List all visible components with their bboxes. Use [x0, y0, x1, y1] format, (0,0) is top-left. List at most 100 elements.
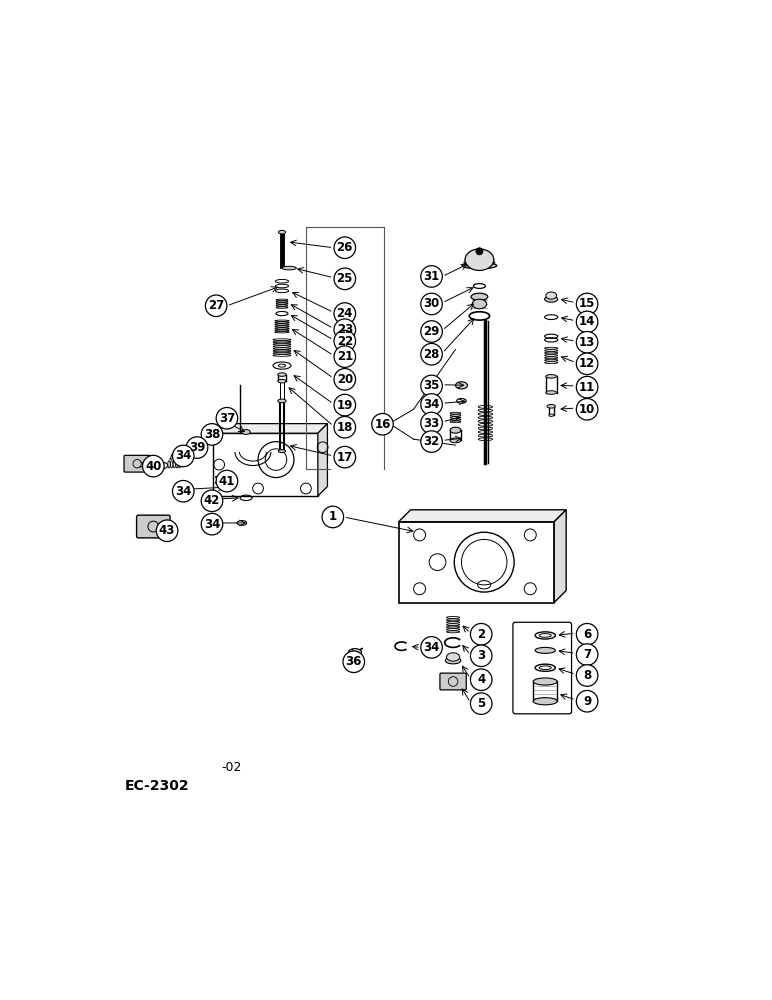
Ellipse shape	[462, 263, 496, 269]
Text: 31: 31	[423, 270, 440, 283]
Ellipse shape	[465, 257, 494, 262]
Text: 23: 23	[337, 323, 353, 336]
Ellipse shape	[446, 653, 459, 661]
Circle shape	[156, 520, 178, 541]
Ellipse shape	[278, 379, 286, 383]
Text: 7: 7	[583, 648, 591, 661]
Text: 21: 21	[337, 350, 353, 363]
Text: 28: 28	[423, 348, 440, 361]
Circle shape	[201, 490, 223, 512]
Polygon shape	[213, 424, 327, 433]
Text: -02: -02	[221, 761, 242, 774]
Circle shape	[470, 693, 492, 714]
Bar	[398, 522, 554, 603]
Text: 3: 3	[477, 649, 486, 662]
Text: 34: 34	[423, 398, 440, 411]
Polygon shape	[318, 424, 327, 496]
Ellipse shape	[278, 399, 286, 403]
Ellipse shape	[546, 391, 557, 394]
Circle shape	[334, 416, 356, 438]
FancyBboxPatch shape	[513, 622, 571, 714]
Text: 1: 1	[329, 510, 337, 523]
Circle shape	[421, 412, 442, 434]
Circle shape	[421, 266, 442, 287]
Circle shape	[334, 330, 356, 352]
Text: 26: 26	[337, 241, 353, 254]
Circle shape	[577, 376, 598, 398]
Ellipse shape	[465, 249, 494, 270]
Text: 18: 18	[337, 421, 353, 434]
Circle shape	[322, 506, 344, 528]
Circle shape	[470, 645, 492, 667]
Text: 32: 32	[423, 435, 440, 448]
Text: 24: 24	[337, 307, 353, 320]
FancyBboxPatch shape	[137, 515, 170, 538]
Circle shape	[476, 248, 483, 255]
Ellipse shape	[445, 657, 461, 664]
Polygon shape	[554, 510, 566, 603]
Ellipse shape	[546, 292, 557, 299]
Circle shape	[172, 445, 194, 467]
Circle shape	[334, 446, 356, 468]
Ellipse shape	[279, 364, 286, 367]
Circle shape	[334, 319, 356, 340]
Ellipse shape	[547, 404, 555, 408]
Circle shape	[216, 407, 238, 429]
Text: 9: 9	[583, 695, 591, 708]
Text: 27: 27	[208, 299, 225, 312]
Circle shape	[470, 623, 492, 645]
Text: 16: 16	[374, 418, 391, 431]
Circle shape	[201, 424, 223, 445]
Circle shape	[577, 331, 598, 353]
Text: 22: 22	[337, 335, 353, 348]
Ellipse shape	[348, 649, 361, 656]
Circle shape	[334, 303, 356, 324]
Circle shape	[334, 394, 356, 416]
Text: 19: 19	[337, 399, 353, 412]
Ellipse shape	[471, 293, 488, 300]
Circle shape	[421, 343, 442, 365]
Circle shape	[334, 369, 356, 390]
Circle shape	[216, 470, 238, 492]
Polygon shape	[398, 510, 566, 522]
Text: 20: 20	[337, 373, 353, 386]
Bar	[213, 433, 318, 496]
Circle shape	[470, 669, 492, 690]
Text: 39: 39	[189, 441, 205, 454]
Circle shape	[334, 237, 356, 259]
Ellipse shape	[282, 266, 296, 270]
Circle shape	[334, 346, 356, 367]
Text: 29: 29	[423, 325, 440, 338]
Text: 17: 17	[337, 451, 353, 464]
Circle shape	[372, 413, 393, 435]
Text: 14: 14	[579, 315, 595, 328]
Circle shape	[421, 375, 442, 397]
Ellipse shape	[546, 375, 557, 378]
Text: 34: 34	[175, 485, 191, 498]
Text: 34: 34	[423, 641, 440, 654]
Circle shape	[577, 311, 598, 333]
Ellipse shape	[533, 698, 557, 705]
Text: 38: 38	[204, 428, 220, 441]
Circle shape	[577, 399, 598, 420]
Ellipse shape	[273, 362, 291, 369]
Ellipse shape	[535, 647, 555, 653]
Ellipse shape	[205, 437, 212, 441]
Circle shape	[421, 321, 442, 342]
Ellipse shape	[216, 481, 229, 485]
Text: 11: 11	[579, 381, 595, 394]
Ellipse shape	[242, 430, 250, 434]
Circle shape	[421, 293, 442, 315]
Ellipse shape	[472, 299, 486, 309]
FancyBboxPatch shape	[124, 455, 151, 472]
Text: 40: 40	[145, 460, 161, 473]
Text: 13: 13	[579, 336, 595, 349]
Circle shape	[201, 513, 223, 535]
Circle shape	[143, 455, 164, 477]
Text: 10: 10	[579, 403, 595, 416]
Circle shape	[334, 268, 356, 290]
Ellipse shape	[278, 373, 286, 376]
Text: 41: 41	[218, 475, 235, 488]
Ellipse shape	[544, 296, 558, 302]
Ellipse shape	[533, 678, 557, 685]
